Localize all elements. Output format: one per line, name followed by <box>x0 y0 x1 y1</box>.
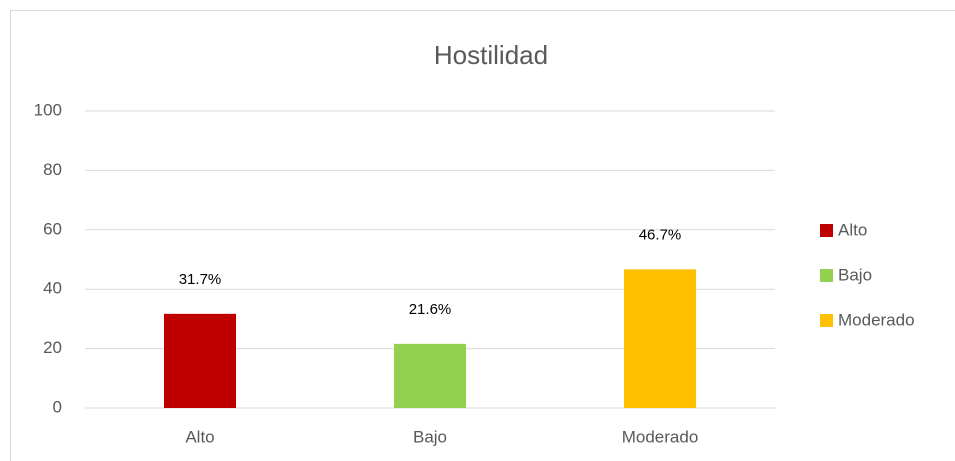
y-tick-label: 20 <box>43 338 62 357</box>
y-tick-label: 80 <box>43 160 62 179</box>
bar <box>624 269 696 408</box>
bar <box>394 343 466 408</box>
legend-label: Alto <box>838 220 867 239</box>
data-label: 31.7% <box>179 271 222 288</box>
data-label: 46.7% <box>639 226 682 243</box>
bar <box>164 313 236 408</box>
chart-title: Hostilidad <box>434 40 548 70</box>
legend-swatch <box>820 314 833 327</box>
x-tick-label: Alto <box>185 427 214 446</box>
x-tick-label: Bajo <box>413 427 447 446</box>
x-tick-label: Moderado <box>622 427 699 446</box>
legend-label: Moderado <box>838 310 915 329</box>
legend-swatch <box>820 224 833 237</box>
y-tick-label: 100 <box>34 100 62 119</box>
y-tick-label: 0 <box>53 397 62 416</box>
legend-swatch <box>820 269 833 282</box>
legend-label: Bajo <box>838 265 872 284</box>
y-tick-label: 60 <box>43 219 62 238</box>
data-label: 21.6% <box>409 301 452 318</box>
y-tick-label: 40 <box>43 279 62 298</box>
chart-border <box>10 10 955 461</box>
